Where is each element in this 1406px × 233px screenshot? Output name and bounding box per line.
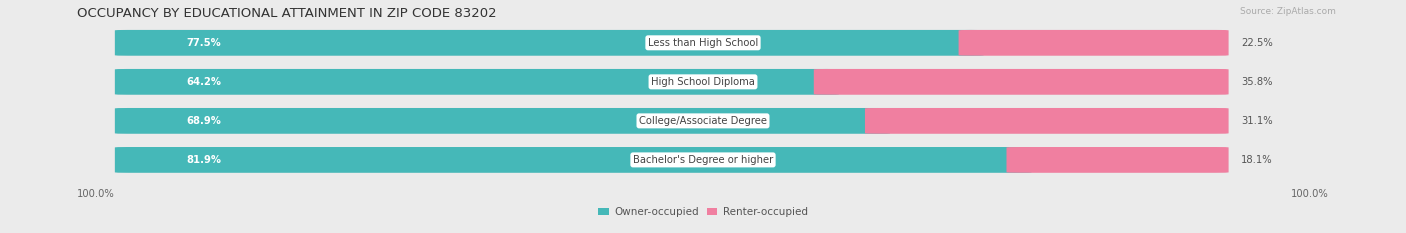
FancyBboxPatch shape [115, 108, 890, 134]
Text: 35.8%: 35.8% [1241, 77, 1272, 87]
FancyBboxPatch shape [115, 147, 1032, 173]
FancyBboxPatch shape [1007, 147, 1229, 173]
FancyBboxPatch shape [115, 69, 839, 95]
Text: 18.1%: 18.1% [1241, 155, 1272, 165]
Text: 81.9%: 81.9% [186, 155, 221, 165]
Text: 31.1%: 31.1% [1241, 116, 1272, 126]
Text: 100.0%: 100.0% [1291, 189, 1329, 199]
FancyBboxPatch shape [959, 30, 1229, 56]
Text: Source: ZipAtlas.com: Source: ZipAtlas.com [1240, 7, 1336, 16]
FancyBboxPatch shape [115, 147, 1229, 173]
Text: High School Diploma: High School Diploma [651, 77, 755, 87]
Text: 64.2%: 64.2% [186, 77, 221, 87]
FancyBboxPatch shape [115, 30, 1229, 56]
FancyBboxPatch shape [115, 30, 984, 56]
FancyBboxPatch shape [865, 108, 1229, 134]
FancyBboxPatch shape [115, 69, 1229, 95]
Text: 22.5%: 22.5% [1241, 38, 1272, 48]
Text: 68.9%: 68.9% [186, 116, 221, 126]
FancyBboxPatch shape [814, 69, 1229, 95]
Text: OCCUPANCY BY EDUCATIONAL ATTAINMENT IN ZIP CODE 83202: OCCUPANCY BY EDUCATIONAL ATTAINMENT IN Z… [77, 7, 496, 20]
Text: Less than High School: Less than High School [648, 38, 758, 48]
Text: College/Associate Degree: College/Associate Degree [638, 116, 768, 126]
Text: 77.5%: 77.5% [186, 38, 221, 48]
Text: Bachelor's Degree or higher: Bachelor's Degree or higher [633, 155, 773, 165]
Legend: Owner-occupied, Renter-occupied: Owner-occupied, Renter-occupied [595, 203, 811, 222]
FancyBboxPatch shape [115, 108, 1229, 134]
Text: 100.0%: 100.0% [77, 189, 115, 199]
